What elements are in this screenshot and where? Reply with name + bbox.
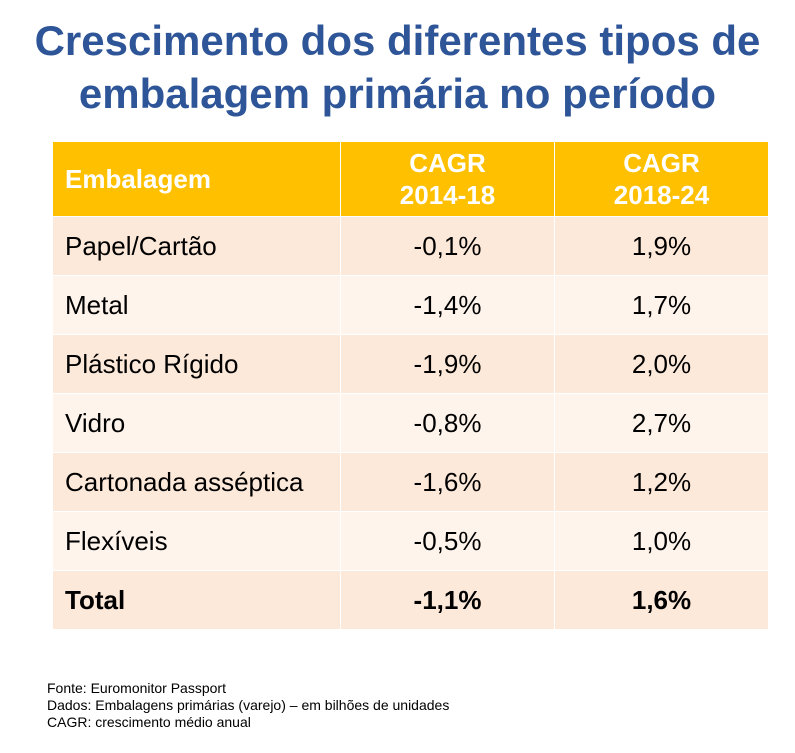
cell-cagr-2018-24: 1,7% <box>554 275 769 335</box>
cell-cagr-2014-18: -1,4% <box>340 275 555 335</box>
table-row: Metal -1,4% 1,7% <box>52 275 769 335</box>
footnotes: Fonte: Euromonitor Passport Dados: Embal… <box>47 680 449 731</box>
cell-embalagem: Metal <box>52 275 341 335</box>
cagr-table: Embalagem CAGR 2014-18 CAGR 2018-24 Pape… <box>52 141 769 630</box>
header-embalagem: Embalagem <box>52 141 341 217</box>
cell-total-label: Total <box>52 570 341 630</box>
header-cagr-2014-18: CAGR 2014-18 <box>340 141 555 217</box>
cell-cagr-2014-18: -0,8% <box>340 393 555 453</box>
cell-embalagem: Plástico Rígido <box>52 334 341 394</box>
header-cagr-2018-24: CAGR 2018-24 <box>554 141 769 217</box>
table-row: Vidro -0,8% 2,7% <box>52 393 769 453</box>
header-cagr-2018-24-line-2: 2018-24 <box>613 180 710 210</box>
header-cagr-2018-24-line-1: CAGR <box>623 148 700 178</box>
title-line-2: embalagem primária no período <box>78 70 717 117</box>
header-embalagem-label: Embalagem <box>65 164 211 194</box>
table-row: Flexíveis -0,5% 1,0% <box>52 511 769 571</box>
footnote-source: Fonte: Euromonitor Passport <box>47 680 226 696</box>
cell-cagr-2014-18: -1,9% <box>340 334 555 394</box>
cell-total-cagr-2018-24: 1,6% <box>554 570 769 630</box>
table-header-row: Embalagem CAGR 2014-18 CAGR 2018-24 <box>52 141 769 217</box>
cell-embalagem: Vidro <box>52 393 341 453</box>
table-row: Cartonada asséptica -1,6% 1,2% <box>52 452 769 512</box>
table-row: Papel/Cartão -0,1% 1,9% <box>52 216 769 276</box>
footnote-data: Dados: Embalagens primárias (varejo) – e… <box>47 697 450 713</box>
header-cagr-2014-18-line-2: 2014-18 <box>399 180 496 210</box>
cell-cagr-2018-24: 2,0% <box>554 334 769 394</box>
cell-cagr-2018-24: 2,7% <box>554 393 769 453</box>
cell-cagr-2018-24: 1,2% <box>554 452 769 512</box>
cell-cagr-2014-18: -0,5% <box>340 511 555 571</box>
cell-embalagem: Cartonada asséptica <box>52 452 341 512</box>
cell-embalagem: Flexíveis <box>52 511 341 571</box>
cell-embalagem: Papel/Cartão <box>52 216 341 276</box>
title-line-1: Crescimento dos diferentes tipos de <box>34 17 761 64</box>
cell-total-cagr-2014-18: -1,1% <box>340 570 555 630</box>
page-title: Crescimento dos diferentes tipos de emba… <box>0 14 795 120</box>
cell-cagr-2018-24: 1,9% <box>554 216 769 276</box>
cell-cagr-2014-18: -0,1% <box>340 216 555 276</box>
cell-cagr-2014-18: -1,6% <box>340 452 555 512</box>
cell-cagr-2018-24: 1,0% <box>554 511 769 571</box>
table-row: Plástico Rígido -1,9% 2,0% <box>52 334 769 394</box>
header-cagr-2014-18-line-1: CAGR <box>409 148 486 178</box>
footnote-cagr-definition: CAGR: crescimento médio anual <box>47 714 251 730</box>
table-total-row: Total -1,1% 1,6% <box>52 570 769 630</box>
